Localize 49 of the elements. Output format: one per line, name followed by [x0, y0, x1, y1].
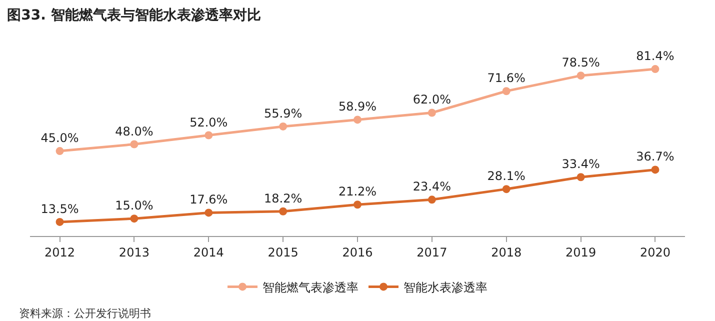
data-label: 23.4%: [412, 180, 451, 194]
text: 资料来源：公开发行说明书: [19, 307, 151, 320]
data-label: 52.0%: [190, 115, 228, 130]
point: [279, 122, 288, 130]
data-label: 21.2%: [338, 184, 377, 199]
x-tick-label: 2018: [491, 245, 522, 260]
point: [354, 116, 362, 124]
point: [576, 72, 585, 80]
point: [428, 196, 436, 204]
data-label: 17.6%: [190, 192, 228, 207]
point: [130, 140, 138, 148]
point: [354, 200, 362, 209]
point: [56, 218, 64, 226]
data-label: 13.5%: [40, 202, 79, 216]
x-tick-label: 2017: [416, 245, 448, 260]
point: [130, 214, 138, 223]
data-label: 45.0%: [40, 131, 79, 146]
legend-label: 智能燃气表渗透率: [262, 280, 358, 294]
data-label: 62.0%: [412, 92, 451, 107]
x-tick-label: 2014: [193, 245, 224, 260]
point: [204, 131, 213, 140]
data-label: 81.4%: [636, 49, 674, 64]
point: [204, 208, 213, 217]
data-label: 15.0%: [115, 198, 154, 213]
x-tick-label: 2016: [342, 245, 373, 260]
point: [576, 173, 585, 182]
data-label: 28.1%: [487, 169, 526, 184]
x-tick-label: 2013: [118, 245, 150, 260]
data-label: 48.0%: [115, 124, 154, 138]
data-label: 78.5%: [562, 56, 600, 70]
data-label: 58.9%: [338, 100, 377, 114]
x-tick-label: 2015: [268, 245, 298, 260]
data-label: 36.7%: [636, 150, 674, 164]
x-tick-label: 2019: [566, 245, 596, 260]
data-label: 55.9%: [264, 106, 302, 120]
x-tick-label: 2020: [640, 245, 671, 260]
point: [502, 185, 510, 194]
point: [428, 108, 436, 117]
data-label: 18.2%: [264, 191, 302, 206]
data-label: 71.6%: [487, 71, 526, 86]
legend-label: 智能水表渗透率: [404, 280, 488, 294]
point: [651, 166, 660, 174]
point: [502, 87, 510, 96]
point: [56, 147, 64, 156]
x-tick-label: 2012: [44, 245, 76, 260]
chart-title: 图33. 智能燃气表与智能水表渗透率对比: [7, 6, 261, 24]
point: [279, 207, 288, 216]
data-label: 33.4%: [562, 157, 600, 172]
point: [651, 65, 660, 74]
